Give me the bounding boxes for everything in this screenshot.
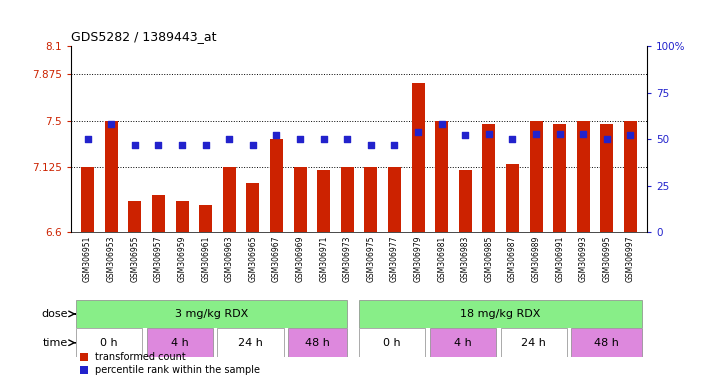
Text: GSM306959: GSM306959 xyxy=(178,236,186,282)
Bar xyxy=(129,201,141,232)
Text: GSM306993: GSM306993 xyxy=(579,236,588,282)
Text: 24 h: 24 h xyxy=(521,338,546,348)
Text: GDS5282 / 1389443_at: GDS5282 / 1389443_at xyxy=(71,30,217,43)
Bar xyxy=(388,167,401,232)
Point xyxy=(436,121,447,127)
Point xyxy=(294,136,306,142)
Bar xyxy=(501,328,567,357)
Point xyxy=(223,136,235,142)
Text: GSM306997: GSM306997 xyxy=(626,236,635,282)
Text: GSM306955: GSM306955 xyxy=(130,236,139,282)
Bar xyxy=(412,83,424,232)
Bar xyxy=(430,328,496,357)
Bar xyxy=(364,167,378,232)
Text: GSM306995: GSM306995 xyxy=(602,236,611,282)
Text: GSM306969: GSM306969 xyxy=(296,236,304,282)
Point xyxy=(341,136,353,142)
Bar xyxy=(530,121,542,232)
Text: GSM306975: GSM306975 xyxy=(366,236,375,282)
Bar xyxy=(359,328,425,357)
Point xyxy=(459,132,471,139)
Point xyxy=(625,132,636,139)
Bar xyxy=(572,328,642,357)
Point xyxy=(577,131,589,137)
Bar xyxy=(577,121,589,232)
Text: 0 h: 0 h xyxy=(100,338,118,348)
Text: GSM306973: GSM306973 xyxy=(343,236,352,282)
Text: GSM306953: GSM306953 xyxy=(107,236,116,282)
Bar xyxy=(341,167,354,232)
Point xyxy=(176,142,188,148)
Point xyxy=(530,131,542,137)
Text: 48 h: 48 h xyxy=(594,338,619,348)
Point xyxy=(507,136,518,142)
Bar xyxy=(270,139,283,232)
Bar xyxy=(435,121,448,232)
Point xyxy=(602,136,613,142)
Text: GSM306957: GSM306957 xyxy=(154,236,163,282)
Bar xyxy=(600,124,614,232)
Bar xyxy=(176,201,188,232)
Text: dose: dose xyxy=(41,309,68,319)
Bar xyxy=(76,328,142,357)
Point xyxy=(412,129,424,135)
Text: 18 mg/kg RDX: 18 mg/kg RDX xyxy=(461,309,541,319)
Point xyxy=(554,131,565,137)
Bar xyxy=(146,328,213,357)
Point xyxy=(318,136,329,142)
Text: GSM306989: GSM306989 xyxy=(532,236,540,282)
Text: GSM306967: GSM306967 xyxy=(272,236,281,282)
Text: 0 h: 0 h xyxy=(383,338,401,348)
Point xyxy=(105,121,117,127)
Point xyxy=(82,136,93,142)
Text: GSM306981: GSM306981 xyxy=(437,236,447,282)
Text: GSM306977: GSM306977 xyxy=(390,236,399,282)
Text: GSM306971: GSM306971 xyxy=(319,236,328,282)
Text: GSM306961: GSM306961 xyxy=(201,236,210,282)
Text: GSM306979: GSM306979 xyxy=(414,236,422,282)
Point xyxy=(365,142,377,148)
Point xyxy=(247,142,259,148)
Bar xyxy=(553,124,566,232)
Legend: transformed count, percentile rank within the sample: transformed count, percentile rank withi… xyxy=(76,348,264,379)
Text: GSM306963: GSM306963 xyxy=(225,236,234,282)
Bar xyxy=(152,195,165,232)
Point xyxy=(200,142,211,148)
Bar xyxy=(482,124,496,232)
Text: GSM306985: GSM306985 xyxy=(484,236,493,282)
Bar xyxy=(288,328,347,357)
Text: GSM306987: GSM306987 xyxy=(508,236,517,282)
Bar xyxy=(218,328,284,357)
Bar xyxy=(81,167,94,232)
Bar xyxy=(199,205,212,232)
Point xyxy=(153,142,164,148)
Text: GSM306965: GSM306965 xyxy=(248,236,257,282)
Bar xyxy=(223,167,236,232)
Bar xyxy=(317,170,330,232)
Point xyxy=(129,142,141,148)
Bar xyxy=(459,170,472,232)
Text: GSM306983: GSM306983 xyxy=(461,236,470,282)
Point xyxy=(389,142,400,148)
Text: GSM306991: GSM306991 xyxy=(555,236,565,282)
Bar xyxy=(506,164,519,232)
Bar xyxy=(76,300,347,328)
Text: 4 h: 4 h xyxy=(171,338,188,348)
Bar xyxy=(294,167,306,232)
Text: 3 mg/kg RDX: 3 mg/kg RDX xyxy=(175,309,248,319)
Text: time: time xyxy=(42,338,68,348)
Text: 24 h: 24 h xyxy=(238,338,263,348)
Bar xyxy=(624,121,637,232)
Bar xyxy=(105,121,118,232)
Bar xyxy=(359,300,642,328)
Point xyxy=(271,132,282,139)
Bar xyxy=(246,183,260,232)
Text: GSM306951: GSM306951 xyxy=(83,236,92,282)
Point xyxy=(483,131,495,137)
Text: 4 h: 4 h xyxy=(454,338,472,348)
Text: 48 h: 48 h xyxy=(305,338,330,348)
